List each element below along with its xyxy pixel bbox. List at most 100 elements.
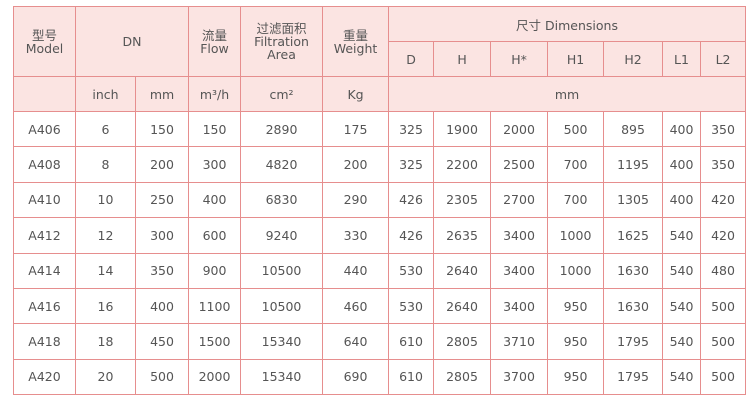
header-line: 流量 <box>202 27 228 43</box>
data-cell: 15340 <box>240 358 324 396</box>
data-cell: 150 <box>188 110 242 148</box>
data-cell: 1000 <box>547 217 605 254</box>
data-cell: 950 <box>547 287 605 325</box>
data-row: A410 10 250 400 6830 290 426 2305 2700 700 1305 400… <box>13 181 747 219</box>
header-cell: H1 <box>547 41 605 77</box>
unit-cell: Kg <box>322 76 390 112</box>
data-cell: 2890 <box>240 110 324 148</box>
header-cell: H2 <box>603 41 664 77</box>
data-cell: 500 <box>700 287 747 325</box>
header-cell: DN <box>74 6 190 77</box>
unit-cell: mm <box>134 76 190 112</box>
data-cell: 6830 <box>240 181 324 219</box>
data-cell: 2635 <box>433 217 492 254</box>
data-cell: 330 <box>322 217 390 254</box>
data-cell: 2200 <box>433 146 492 183</box>
data-cell: 530 <box>388 287 435 325</box>
data-cell: 8 <box>75 146 136 183</box>
data-cell: 2500 <box>490 146 549 183</box>
data-cell: 640 <box>322 323 390 360</box>
unit-cell: m³/h <box>188 76 242 112</box>
data-cell: 2640 <box>433 252 492 289</box>
table-body: A406 6 150 150 2890 175 325 1900 2000 500 895 400 35… <box>13 110 747 396</box>
data-cell: 900 <box>188 252 242 289</box>
header-cell: 型号 Model <box>13 6 76 77</box>
data-cell: 420 <box>700 181 747 219</box>
data-row: A412 12 300 600 9240 330 426 2635 3400 1000 1625 54… <box>13 217 747 254</box>
data-row: A414 14 350 900 10500 440 530 2640 3400 1000 1630 5… <box>13 252 747 289</box>
data-cell: 1195 <box>603 146 664 183</box>
data-cell: 4820 <box>240 146 324 183</box>
header-cell: H* <box>490 41 549 77</box>
header-cell: H <box>433 41 492 77</box>
data-cell: 1900 <box>433 110 492 148</box>
data-cell: 610 <box>388 323 435 360</box>
data-cell: 540 <box>662 358 702 396</box>
data-cell: 540 <box>662 252 702 289</box>
data-cell: 1305 <box>603 181 664 219</box>
unit-cell: inch <box>75 76 136 112</box>
data-cell: 400 <box>134 287 190 325</box>
data-cell: A418 <box>13 323 76 360</box>
data-cell: 2000 <box>188 358 242 396</box>
unit-cell <box>13 76 76 112</box>
data-cell: 400 <box>662 110 702 148</box>
header-cell: D <box>388 41 435 77</box>
data-cell: 440 <box>322 252 390 289</box>
data-cell: 2305 <box>433 181 492 219</box>
header-row: D H H* H1 H2 L1 L2 <box>14 41 747 77</box>
data-cell: 350 <box>134 252 190 289</box>
data-row: A420 20 500 2000 15340 690 610 2805 3700 950 1795 5… <box>13 358 747 396</box>
data-cell: 200 <box>322 146 390 183</box>
data-cell: 400 <box>662 146 702 183</box>
data-cell: 3400 <box>490 217 549 254</box>
unit-cell: cm² <box>240 76 324 112</box>
header-line: 过滤面积 <box>256 21 307 36</box>
data-cell: 3700 <box>490 358 549 396</box>
header-cell: 重量 Weight <box>322 6 390 77</box>
data-cell: 15340 <box>240 323 324 360</box>
data-cell: 500 <box>547 110 605 148</box>
header-cell: 过滤面积 Filtration Area <box>240 6 324 77</box>
data-cell: 1625 <box>603 217 664 254</box>
data-cell: 426 <box>388 217 435 254</box>
data-cell: 20 <box>75 358 136 396</box>
data-cell: 700 <box>547 181 605 219</box>
header-cell: L2 <box>700 41 747 77</box>
data-cell: 426 <box>388 181 435 219</box>
data-cell: 350 <box>700 146 747 183</box>
data-cell: 450 <box>134 323 190 360</box>
data-cell: 460 <box>322 287 390 325</box>
spec-table: 型号 Model DN 流量 Flow 过滤面积 Filtration Area 重量 Weigh… <box>13 6 747 396</box>
header-line: Weight <box>333 40 378 56</box>
data-cell: 895 <box>603 110 664 148</box>
data-cell: 1500 <box>188 323 242 360</box>
data-cell: 2805 <box>433 358 492 396</box>
data-cell: 250 <box>134 181 190 219</box>
data-cell: 10500 <box>240 287 324 325</box>
data-cell: 950 <box>547 323 605 360</box>
data-cell: 400 <box>188 181 242 219</box>
data-cell: 350 <box>700 110 747 148</box>
data-cell: A410 <box>13 181 76 219</box>
data-cell: A414 <box>13 252 76 289</box>
header-row: 型号 Model DN 流量 Flow 过滤面积 Filtration Area 重量 Weigh… <box>13 6 747 77</box>
data-cell: 1630 <box>603 252 664 289</box>
data-row: A416 16 400 1100 10500 460 530 2640 3400 950 1630 5… <box>13 287 747 325</box>
data-cell: 300 <box>188 146 242 183</box>
header-line: Filtration <box>254 34 309 49</box>
data-cell: 3400 <box>490 252 549 289</box>
data-cell: 690 <box>322 358 390 396</box>
data-cell: 175 <box>322 110 390 148</box>
data-cell: 1000 <box>547 252 605 289</box>
data-cell: 6 <box>75 110 136 148</box>
data-cell: 150 <box>134 110 190 148</box>
data-cell: 2000 <box>490 110 549 148</box>
data-cell: 10500 <box>240 252 324 289</box>
data-cell: 14 <box>75 252 136 289</box>
data-cell: 530 <box>388 252 435 289</box>
data-cell: A416 <box>13 287 76 325</box>
data-cell: 1795 <box>603 358 664 396</box>
data-cell: 12 <box>75 217 136 254</box>
data-cell: 950 <box>547 358 605 396</box>
